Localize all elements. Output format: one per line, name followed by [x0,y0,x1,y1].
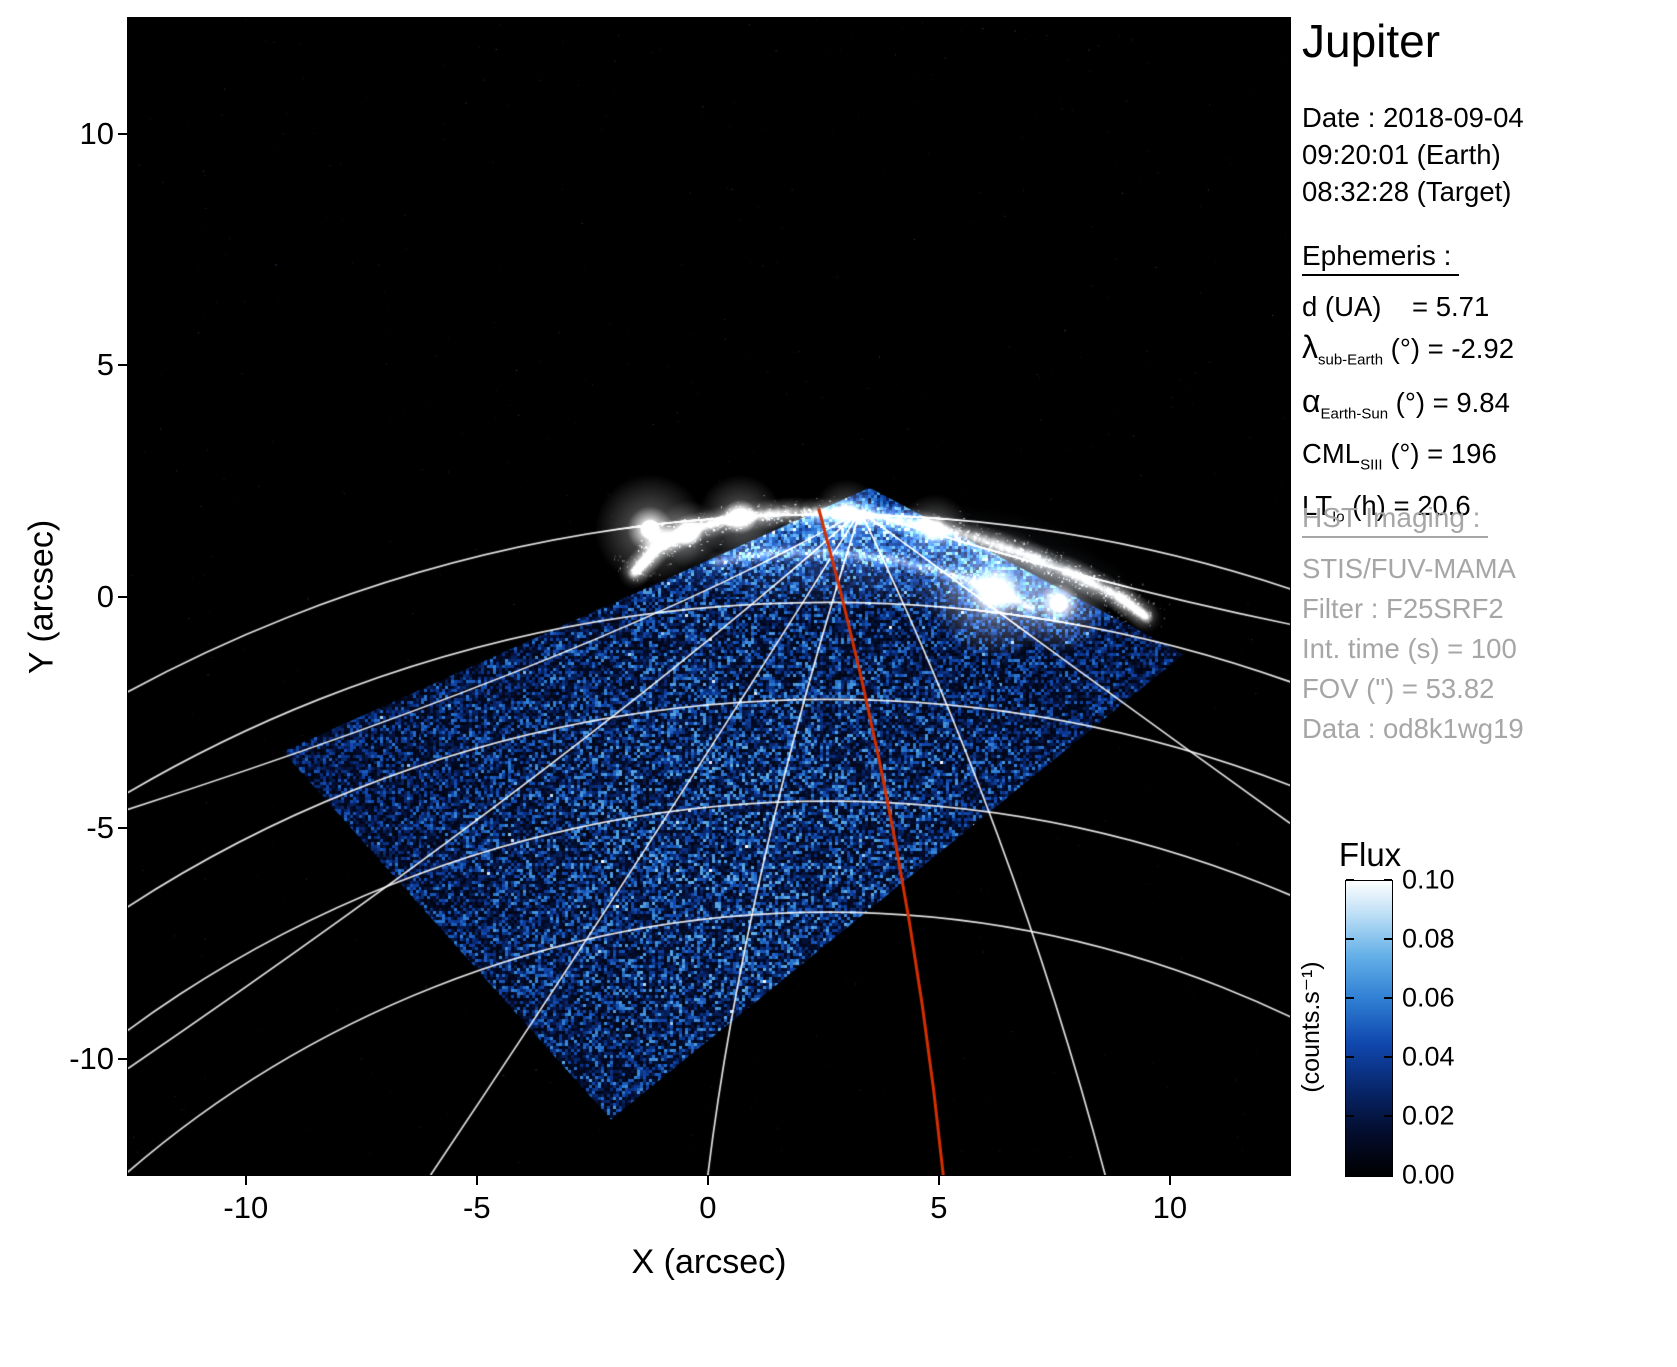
date-line: Date : 2018-09-04 [1302,102,1524,133]
colorbar-tick-label: 0.06 [1402,982,1455,1013]
y-tick-label: 5 [96,347,114,383]
y-tick-label: 0 [96,578,114,614]
x-tick-mark [1168,1176,1171,1185]
ephemeris-section: Ephemeris : [1302,240,1460,276]
ephemeris-subscript: sub-Earth [1318,351,1384,369]
hst-imaging-section: HST Imaging : [1302,502,1489,538]
target-title: Jupiter [1302,15,1441,67]
ephemeris-value: (h) = 20.6 [1344,489,1471,521]
colorbar-tick-mark [1346,938,1354,940]
x-tick-label: 0 [699,1190,717,1225]
colorbar-tick-mark [1346,879,1354,881]
ephemeris-row: LTIo (h) = 20.6 [1302,486,1514,538]
x-tick-label: 5 [930,1190,948,1225]
y-tick-mark [118,826,127,829]
ephemeris-row: λsub-Earth (°) = -2.92 [1302,327,1514,381]
x-tick-mark [706,1176,709,1185]
hst-detail-line: Data : od8k1wg19 [1302,713,1524,744]
colorbar-tick-mark [1346,997,1354,999]
ephemeris-quantity: α [1302,382,1321,419]
ephemeris-subscript: SIII [1360,456,1383,474]
date-line: 09:20:01 (Earth) [1302,139,1501,170]
ephemeris-value: (°) = 9.84 [1388,386,1510,418]
ephemeris-value: = 5.71 [1381,291,1490,322]
hst-imaging-details: STIS/FUV-MAMA Filter : F25SRF2 Int. time (… [1302,549,1524,749]
y-tick-label: -10 [69,1041,114,1077]
y-tick-label: -5 [86,809,114,845]
colorbar-tick-mark [1384,879,1392,881]
ephemeris-subscript: Earth-Sun [1320,405,1389,422]
hst-imaging-header: HST Imaging : [1302,502,1489,538]
colorbar-tick-mark [1384,1056,1392,1058]
x-tick-mark [937,1176,940,1185]
x-tick-label: -5 [463,1190,491,1225]
colorbar-tick-mark [1346,1056,1354,1058]
hst-detail-line: Int. time (s) = 100 [1302,633,1517,664]
ephemeris-row: αEarth-Sun (°) = 9.84 [1302,381,1514,435]
jupiter-aurora-image-plot [127,17,1291,1176]
ephemeris-value: (°) = -2.92 [1383,333,1515,364]
colorbar-tick-mark [1384,997,1392,999]
hst-detail-line: Filter : F25SRF2 [1302,593,1504,624]
ephemeris-quantity: d (UA) [1302,291,1382,322]
y-tick-mark [118,364,127,367]
x-tick-label: -10 [223,1190,269,1225]
ephemeris-subscript: Io [1332,508,1345,525]
y-tick-mark [118,1058,127,1061]
x-tick-mark [475,1176,478,1185]
colorbar-title: Flux [1338,836,1402,873]
colorbar-tick-mark [1346,1115,1354,1117]
ephemeris-header: Ephemeris : [1302,240,1460,276]
hst-detail-line: STIS/FUV-MAMA [1302,553,1516,584]
ephemeris-quantity: λ [1302,329,1318,365]
y-tick-mark [118,595,127,598]
colorbar-tick-label: 0.10 [1402,864,1455,895]
colorbar-tick-label: 0.02 [1402,1100,1455,1131]
x-tick-label: 10 [1152,1190,1188,1225]
colorbar-tick-label: 0.00 [1402,1159,1455,1190]
colorbar-tick-mark [1384,938,1392,940]
colorbar-unit-label: (counts.s⁻¹) [1297,961,1325,1093]
ephemeris-quantity: CML [1302,438,1361,469]
ephemeris-values: d (UA) = 5.71 λsub-Earth (°) = -2.92 αEart… [1302,287,1514,537]
y-tick-label: 10 [79,115,114,151]
colorbar-tick-mark [1384,1115,1392,1117]
ephemeris-row: CMLSIII (°) = 196 [1302,434,1514,486]
observation-dates: Date : 2018-09-04 09:20:01 (Earth) 08:32:2… [1302,99,1524,210]
x-tick-mark [244,1176,247,1185]
ephemeris-quantity: LT [1302,489,1333,521]
date-line: 08:32:28 (Target) [1302,176,1512,207]
ephemeris-value: (°) = 196 [1382,438,1497,469]
flux-colorbar [1345,880,1393,1177]
ephemeris-row: d (UA) = 5.71 [1302,287,1514,327]
colorbar-tick-mark [1384,1174,1392,1176]
colorbar-tick-label: 0.08 [1402,923,1455,954]
y-tick-mark [118,132,127,135]
x-axis-title: X (arcsec) [631,1243,787,1281]
hst-detail-line: FOV (") = 53.82 [1302,673,1495,704]
colorbar-tick-label: 0.04 [1402,1041,1455,1072]
colorbar-tick-mark [1346,1174,1354,1176]
